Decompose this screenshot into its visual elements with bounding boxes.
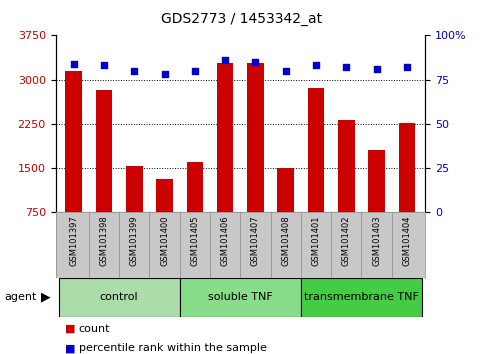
Text: GSM101401: GSM101401 (312, 216, 321, 266)
Bar (308, 88, 325, 212)
Text: GSM101398: GSM101398 (99, 216, 109, 267)
Text: ▶: ▶ (41, 291, 51, 304)
Bar (338, 120, 355, 212)
Bar (301, 278, 422, 317)
Point (312, 63, 320, 68)
Text: GSM101399: GSM101399 (130, 216, 139, 266)
Point (342, 64, 350, 70)
Text: GSM101404: GSM101404 (402, 216, 412, 266)
Point (70, 61, 78, 67)
Text: soluble TNF: soluble TNF (208, 292, 273, 302)
Point (161, 72, 169, 77)
Bar (186, 162, 203, 212)
Text: GSM101406: GSM101406 (221, 216, 229, 266)
Text: GSM101403: GSM101403 (372, 216, 381, 266)
Text: percentile rank within the sample: percentile rank within the sample (79, 343, 267, 353)
Bar (368, 150, 385, 212)
Text: GSM101397: GSM101397 (69, 216, 78, 267)
Text: ■: ■ (65, 324, 76, 334)
Text: GSM101407: GSM101407 (251, 216, 260, 266)
Text: count: count (79, 324, 110, 334)
Point (221, 57, 229, 63)
Point (403, 64, 411, 70)
Point (252, 59, 259, 65)
Bar (217, 63, 233, 212)
Bar (96, 90, 113, 212)
Point (282, 68, 290, 74)
Text: control: control (100, 292, 139, 302)
Bar (126, 166, 142, 212)
Bar (58, 278, 180, 317)
Bar (277, 167, 294, 212)
Text: transmembrane TNF: transmembrane TNF (304, 292, 419, 302)
Point (191, 68, 199, 74)
Bar (180, 278, 301, 317)
Bar (247, 63, 264, 212)
Text: GSM101400: GSM101400 (160, 216, 169, 266)
Bar (65, 71, 82, 212)
Point (100, 63, 108, 68)
Text: GDS2773 / 1453342_at: GDS2773 / 1453342_at (161, 12, 322, 27)
Bar (398, 123, 415, 212)
Text: GSM101402: GSM101402 (342, 216, 351, 266)
Text: agent: agent (5, 292, 37, 302)
Text: GSM101408: GSM101408 (281, 216, 290, 266)
Text: ■: ■ (65, 343, 76, 353)
Point (130, 68, 138, 74)
Text: GSM101405: GSM101405 (190, 216, 199, 266)
Bar (156, 179, 173, 212)
Point (373, 66, 381, 72)
